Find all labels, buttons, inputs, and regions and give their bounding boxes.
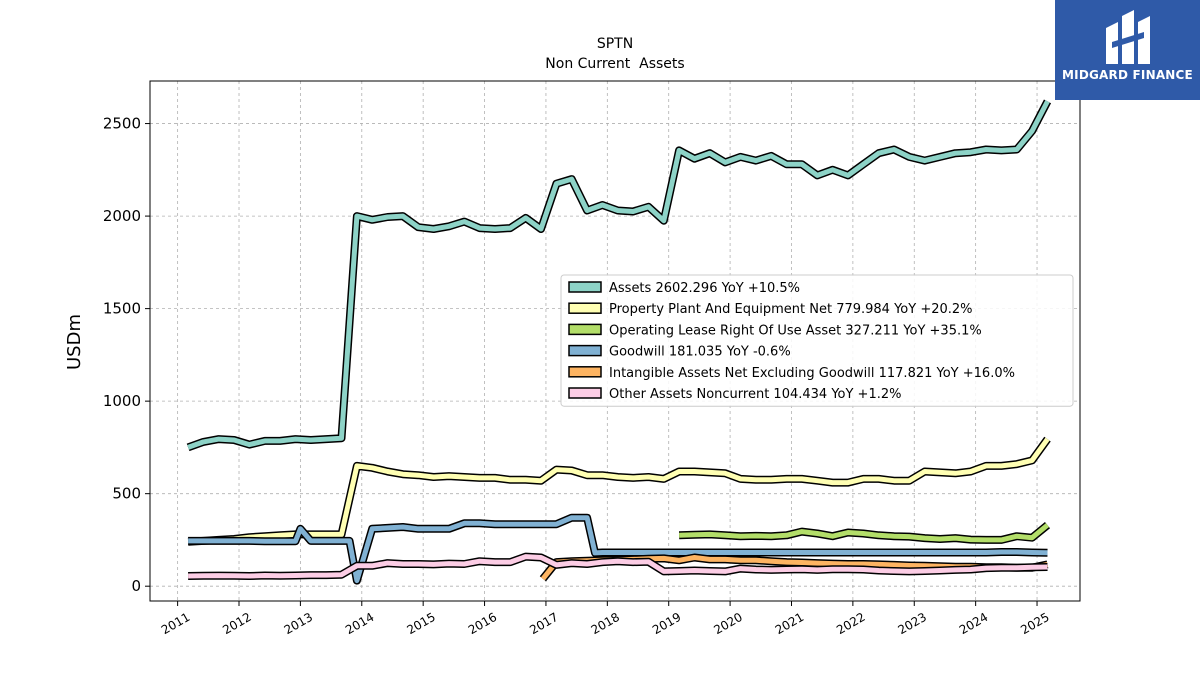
x-tick-label: 2024 <box>957 610 990 637</box>
legend-swatch <box>568 302 602 314</box>
x-tick-label: 2014 <box>343 610 376 637</box>
chart-title: SPTN <box>597 36 633 52</box>
x-tick-label: 2023 <box>896 610 929 637</box>
midgard-finance-logo: MIDGARD FINANCE <box>1055 0 1200 100</box>
x-tick-label: 2020 <box>711 610 744 637</box>
y-tick-label: 0 <box>131 577 141 595</box>
series-1 <box>186 99 1052 452</box>
x-tick-label: 2021 <box>773 610 806 637</box>
legend-label: Goodwill 181.035 YoY -0.6% <box>609 345 791 360</box>
x-tick-label: 2019 <box>650 610 683 637</box>
legend-box <box>560 274 1074 407</box>
x-tick-label: 2022 <box>834 610 867 637</box>
x-tick-label: 2016 <box>466 610 499 637</box>
x-tick-label: 2013 <box>282 610 315 637</box>
series-line-outline <box>187 436 1051 546</box>
series-line <box>188 554 1048 579</box>
y-tick-label: 2500 <box>103 115 141 133</box>
series-layer <box>186 99 1052 585</box>
legend-label: Operating Lease Right Of Use Asset 327.2… <box>609 323 982 338</box>
legend-swatch <box>568 387 602 399</box>
chart-subtitle: Non Current Assets <box>545 56 684 72</box>
legend-swatch <box>568 323 602 336</box>
series-3 <box>678 522 1051 544</box>
x-tick-label: 2018 <box>589 610 622 637</box>
legend-swatch <box>568 281 602 293</box>
legend-label: Other Assets Noncurrent 104.434 YoY +1.2… <box>609 387 901 402</box>
logo-text: MIDGARD FINANCE <box>1062 68 1193 82</box>
x-tick-label: 2011 <box>159 610 192 637</box>
x-tick-label: 2012 <box>220 610 253 637</box>
y-tick-label: 1500 <box>103 300 141 318</box>
y-axis-label: USDm <box>64 314 85 370</box>
series-line <box>679 523 1050 543</box>
x-tick-label: 2017 <box>527 610 560 637</box>
plot-frame <box>149 80 1081 602</box>
legend-swatch <box>568 366 602 378</box>
legend-label: Intangible Assets Net Excluding Goodwill… <box>609 366 1015 381</box>
y-tick-label: 2000 <box>103 207 141 225</box>
legend-swatch <box>568 344 602 357</box>
x-tick-label: 2015 <box>404 610 437 637</box>
series-line <box>187 100 1050 450</box>
series-4 <box>188 513 1048 585</box>
series-line <box>187 437 1050 545</box>
x-tick-label: 2025 <box>1018 610 1051 637</box>
series-line <box>188 515 1048 584</box>
series-2 <box>187 436 1051 546</box>
legend: Assets 2602.296 YoY +10.5% Property Plant… <box>560 274 1074 407</box>
series-6 <box>188 552 1048 580</box>
legend-label: Assets 2602.296 YoY +10.5% <box>609 281 800 296</box>
legend-label: Property Plant And Equipment Net 779.984… <box>609 302 973 317</box>
y-tick-label: 500 <box>112 485 141 503</box>
logo-mark-icon <box>1106 10 1150 64</box>
y-tick-label: 1000 <box>103 392 141 410</box>
